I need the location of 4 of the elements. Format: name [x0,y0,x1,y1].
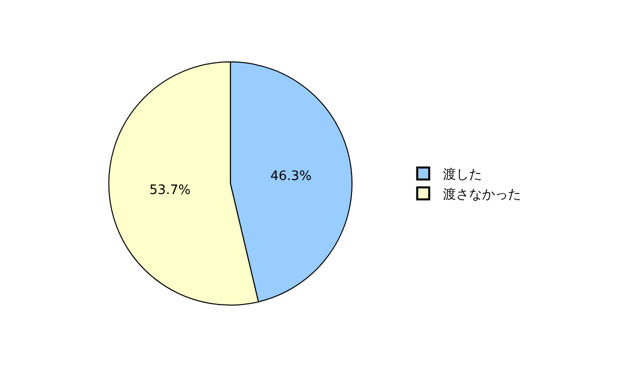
data-label: 46.3% [270,168,312,184]
legend-label: 渡さなかった [443,187,522,202]
legend-label: 渡した [443,168,482,183]
data-label: 53.7% [149,183,191,198]
